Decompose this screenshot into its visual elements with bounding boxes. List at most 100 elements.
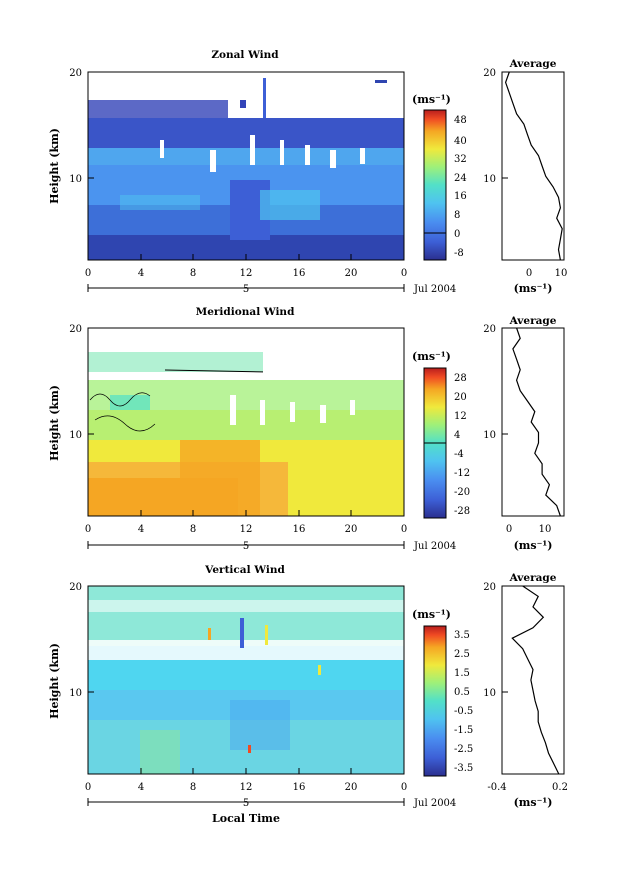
colorbar xyxy=(423,625,447,777)
colorbar-tick: 24 xyxy=(454,173,467,184)
x-tick: 0 xyxy=(401,268,407,279)
y-tick: 10 xyxy=(69,688,82,699)
profile-vertical xyxy=(511,585,560,775)
profile-x-tick: 0 xyxy=(526,268,532,279)
panel-meridional: Meridional Wind 20 10 Height ( xyxy=(48,306,565,552)
x-tick: 4 xyxy=(138,782,144,793)
y-axis-label: Height (km) xyxy=(48,385,61,461)
month-label: Jul 2004 xyxy=(413,284,456,295)
x-axis-label: Local Time xyxy=(212,812,280,825)
day-label: 5 xyxy=(243,541,249,552)
colorbar-tick: 48 xyxy=(454,115,467,126)
colorbar-tick: -4 xyxy=(454,449,464,460)
colorbar-tick: -2.5 xyxy=(454,744,473,755)
x-tick: 8 xyxy=(190,268,196,279)
colorbar-tick: 0.5 xyxy=(454,687,470,698)
colorbar-tick: 8 xyxy=(454,210,460,221)
x-tick: 16 xyxy=(293,524,306,535)
x-tick: 4 xyxy=(138,524,144,535)
x-tick: 0 xyxy=(401,782,407,793)
profile-y-tick: 20 xyxy=(483,324,496,335)
x-tick: 0 xyxy=(85,524,91,535)
profile-meridional xyxy=(512,327,561,517)
colorbar-tick: 12 xyxy=(454,411,467,422)
profile-line xyxy=(504,71,563,261)
y-tick: 10 xyxy=(69,430,82,441)
x-tick: 20 xyxy=(345,268,358,279)
profile-frame xyxy=(501,327,565,517)
panel-title: Zonal Wind xyxy=(211,49,279,61)
colorbar-tick: -0.5 xyxy=(454,706,473,717)
colorbar-tick: 32 xyxy=(454,154,467,165)
profile-x-tick: 10 xyxy=(539,524,552,535)
profile-frame xyxy=(501,585,565,775)
colorbar-tick: -12 xyxy=(454,468,470,479)
colorbar-tick: -20 xyxy=(454,487,470,498)
colorbar-unit: (ms⁻¹) xyxy=(412,608,451,621)
colorbar-tick: 16 xyxy=(454,191,467,202)
panel-vertical: Vertical Wind 20 10 Height (km) xyxy=(48,564,568,825)
x-tick: 0 xyxy=(85,268,91,279)
profile-y-tick: 10 xyxy=(483,430,496,441)
colorbar-tick: 4 xyxy=(454,430,460,441)
x-tick: 16 xyxy=(293,268,306,279)
heatmap-meridional xyxy=(88,328,404,516)
x-tick: 4 xyxy=(138,268,144,279)
y-tick: 20 xyxy=(69,68,82,79)
x-tick: 12 xyxy=(240,524,253,535)
colorbar-tick: 40 xyxy=(454,136,467,147)
colorbar-tick: 1.5 xyxy=(454,668,470,679)
colorbar-tick: 2.5 xyxy=(454,649,470,660)
y-tick: 10 xyxy=(69,174,82,185)
profile-y-tick: 10 xyxy=(483,174,496,185)
profile-title: Average xyxy=(509,58,557,70)
panel-zonal: Zonal Wind 20 10 xyxy=(48,49,567,295)
profile-line xyxy=(512,327,561,517)
x-tick: 20 xyxy=(345,782,358,793)
y-tick: 20 xyxy=(69,324,82,335)
y-axis-label: Height (km) xyxy=(48,128,61,204)
profile-x-tick: 0 xyxy=(506,524,512,535)
colorbar xyxy=(423,109,447,261)
colorbar-tick: -8 xyxy=(454,248,464,259)
profile-zonal xyxy=(504,71,563,261)
x-tick: 16 xyxy=(293,782,306,793)
colorbar-tick: 3.5 xyxy=(454,630,470,641)
day-label: 5 xyxy=(243,798,249,809)
colorbar-tick: 0 xyxy=(454,229,460,240)
profile-y-tick: 20 xyxy=(483,582,496,593)
profile-x-label: (ms⁻¹) xyxy=(514,796,553,809)
x-tick: 8 xyxy=(190,782,196,793)
panel-title: Meridional Wind xyxy=(196,306,295,318)
profile-line xyxy=(511,585,560,775)
x-tick: 20 xyxy=(345,524,358,535)
x-tick: 0 xyxy=(401,524,407,535)
month-label: Jul 2004 xyxy=(413,541,456,552)
colorbar-tick: -1.5 xyxy=(454,725,473,736)
colorbar-tick: -3.5 xyxy=(454,763,473,774)
x-tick: 8 xyxy=(190,524,196,535)
profile-x-tick: 10 xyxy=(555,268,568,279)
colorbar-tick: -28 xyxy=(454,506,470,517)
profile-y-tick: 20 xyxy=(483,68,496,79)
x-tick: 12 xyxy=(240,782,253,793)
profile-title: Average xyxy=(509,315,557,327)
profile-x-tick: -0.4 xyxy=(487,782,506,793)
profile-x-label: (ms⁻¹) xyxy=(514,539,553,552)
profile-x-label: (ms⁻¹) xyxy=(514,282,553,295)
x-tick: 0 xyxy=(85,782,91,793)
colorbar-tick: 28 xyxy=(454,373,467,384)
profile-x-tick: 0.2 xyxy=(552,782,568,793)
panel-title: Vertical Wind xyxy=(204,564,285,576)
day-label: 5 xyxy=(243,284,249,295)
heatmap-vertical xyxy=(88,586,404,774)
y-axis-label: Height (km) xyxy=(48,643,61,719)
x-tick: 12 xyxy=(240,268,253,279)
colorbar-unit: (ms⁻¹) xyxy=(412,350,451,363)
month-label: Jul 2004 xyxy=(413,798,456,809)
heatmap-zonal xyxy=(88,72,404,260)
profile-frame xyxy=(501,71,565,261)
profile-y-tick: 10 xyxy=(483,688,496,699)
profile-title: Average xyxy=(509,572,557,584)
